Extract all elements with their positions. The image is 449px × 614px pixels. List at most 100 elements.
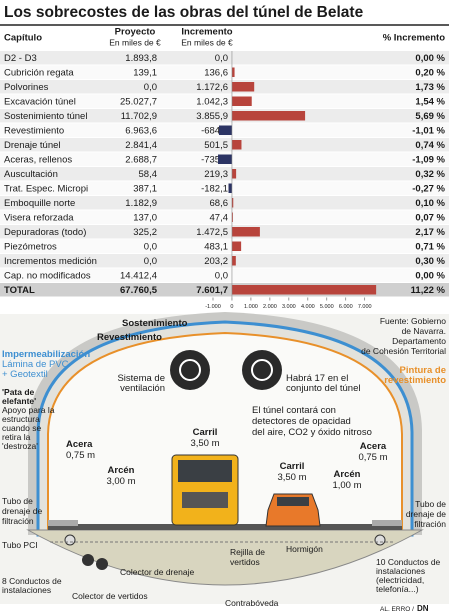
truck-grille: [182, 492, 228, 508]
project-value: 2.688,7: [125, 154, 157, 165]
label-line: (electricidad,: [376, 575, 424, 585]
label: Hormigón: [286, 544, 323, 554]
project-value: 0,0: [144, 256, 157, 267]
label: Arcén 3,00 m: [106, 465, 135, 487]
increment-value: 7.601,7: [196, 285, 228, 296]
project-value: 137,0: [133, 212, 157, 223]
row-label: Excavación túnel: [4, 96, 76, 107]
row-label: Emboquille norte: [4, 198, 75, 209]
label: Tubo PCI: [2, 540, 38, 550]
percent-value: -0,27 %: [412, 183, 445, 194]
label-line: estructura: [2, 414, 40, 424]
row-bg: [0, 181, 449, 195]
source: Fuente: Gobierno de Navarra. Departamento d…: [361, 316, 446, 356]
label-line: Tubo de: [2, 496, 33, 506]
label-line: instalaciones: [376, 566, 425, 576]
label-line: de Navarra.: [402, 326, 446, 336]
x-tick-label: 0: [230, 304, 233, 310]
row-bg: [0, 225, 449, 239]
percent-value: 5,69 %: [415, 111, 445, 122]
increment-value: 203,2: [204, 256, 228, 267]
x-tick-label: 6.000: [339, 304, 353, 310]
x-tick-label: 3.000: [282, 304, 296, 310]
label-line: ventilación: [120, 383, 165, 394]
label-line: revestimiento: [384, 375, 446, 386]
label-line: Pintura de: [400, 365, 446, 376]
truck-windshield: [178, 460, 232, 482]
credit-author: AL. ERRO /: [380, 606, 414, 613]
label-line: telefonía...): [376, 584, 419, 594]
row-bg: [0, 167, 449, 181]
label-line: Impermeabilización: [2, 349, 90, 360]
label: 8 Conductos de instalaciones: [2, 576, 62, 595]
header-increment: Incremento: [181, 27, 232, 38]
label-line: Sostenimiento: [122, 318, 188, 329]
row-label: Incrementos medición: [4, 256, 97, 267]
label-line: Colector de drenaje: [120, 567, 194, 577]
label-line: Lámina de PVC: [2, 359, 69, 370]
percent-value: 0,30 %: [415, 256, 445, 267]
label-line: Colector de vertidos: [72, 591, 148, 601]
row-bg: [0, 239, 449, 253]
increment-value: 483,1: [204, 241, 228, 252]
bar: [218, 125, 232, 135]
x-tick-label: 5.000: [320, 304, 334, 310]
label-line: filtración: [414, 519, 446, 529]
percent-value: 1,73 %: [415, 82, 445, 93]
fan: [242, 350, 282, 390]
label-line: detectores de opacidad: [252, 416, 351, 427]
tunnel-diagram: Sostenimiento Revestimiento Impermeabili…: [0, 312, 449, 613]
row-bg: [0, 268, 449, 282]
row-label: TOTAL: [4, 285, 35, 296]
table: D2 - D3 1.893,8 0,0 0,00 % Cubrición regata 1…: [0, 51, 449, 310]
label: Acera 0,75 m: [66, 439, 95, 461]
label-line: vertidos: [230, 557, 260, 567]
row-label: Piezómetros: [4, 241, 57, 252]
label-line: instalaciones: [2, 585, 51, 595]
label-line: Tubo de: [415, 499, 446, 509]
label: Sostenimiento: [122, 318, 188, 329]
increment-value: 1.172,6: [196, 82, 228, 93]
percent-value: 0,20 %: [415, 67, 445, 78]
increment-value: 501,5: [204, 140, 228, 151]
project-value: 139,1: [133, 67, 157, 78]
project-value: 1.893,8: [125, 53, 157, 64]
row-label: Aceras, rellenos: [4, 154, 72, 165]
percent-value: 1,54 %: [415, 96, 445, 107]
bar: [231, 212, 233, 222]
label-line: Hormigón: [286, 544, 323, 554]
project-value: 387,1: [133, 183, 157, 194]
row-label: Cubrición regata: [4, 67, 74, 78]
label-line: 3,00 m: [106, 476, 135, 487]
label: Carril 3,50 m: [277, 461, 306, 483]
label-line: Sistema de: [117, 373, 165, 384]
header-unit: En miles de €: [109, 37, 161, 47]
fan: [170, 350, 210, 390]
bar: [231, 169, 237, 179]
bar: [228, 183, 232, 193]
label-line: 0,75 m: [66, 450, 95, 461]
project-value: 6.963,6: [125, 125, 157, 136]
label-line: retira la: [2, 432, 31, 442]
label-line: Arcén: [334, 469, 361, 480]
label: Acera 0,75 m: [358, 441, 387, 463]
percent-value: -1,09 %: [412, 154, 445, 165]
increment-value: 1.042,3: [196, 96, 228, 107]
label-line: El túnel contará con: [252, 405, 336, 416]
pipe: [82, 554, 94, 566]
label-line: 10 Conductos de: [376, 557, 441, 567]
row-label: D2 - D3: [4, 53, 37, 64]
row-bg: [0, 80, 449, 94]
bar: [231, 227, 260, 237]
project-value: 67.760,5: [120, 285, 158, 296]
header-percent: % Incremento: [383, 33, 445, 44]
label-line: Acera: [360, 441, 387, 452]
percent-value: 0,71 %: [415, 241, 445, 252]
x-tick-label: 1.000: [244, 304, 258, 310]
x-tick-label: 2.000: [263, 304, 277, 310]
label: Pintura de revestimiento: [384, 365, 446, 386]
label-line: Acera: [66, 439, 93, 450]
bar: [231, 67, 235, 77]
label: Sistema de ventilación: [117, 373, 165, 394]
row-label: Cap. no modificados: [4, 270, 91, 281]
